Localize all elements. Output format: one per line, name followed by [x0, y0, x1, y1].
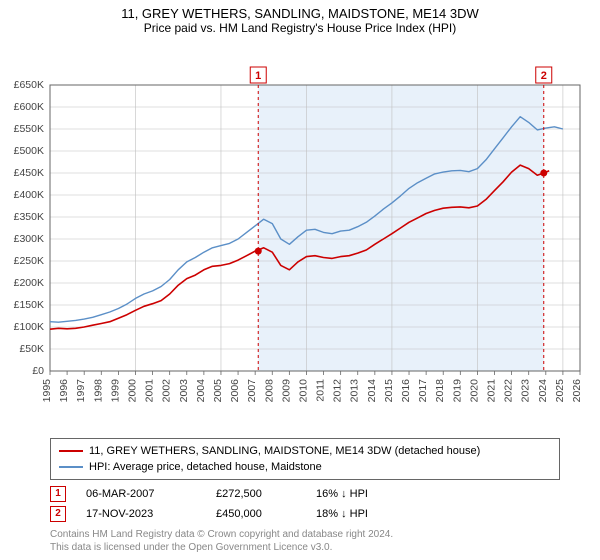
- svg-text:2015: 2015: [383, 379, 395, 403]
- svg-text:2013: 2013: [349, 379, 361, 403]
- svg-text:2014: 2014: [366, 379, 378, 403]
- legend-row-hpi: HPI: Average price, detached house, Maid…: [59, 459, 551, 475]
- svg-text:2001: 2001: [144, 379, 156, 403]
- attribution-line2: This data is licensed under the Open Gov…: [50, 541, 560, 554]
- svg-text:2020: 2020: [468, 379, 480, 403]
- svg-text:£600K: £600K: [14, 101, 44, 113]
- svg-text:2026: 2026: [571, 379, 583, 403]
- svg-text:1998: 1998: [92, 379, 104, 403]
- svg-text:2011: 2011: [315, 379, 327, 402]
- marker-date-1: 06-MAR-2007: [86, 484, 196, 504]
- svg-text:2024: 2024: [537, 379, 549, 403]
- svg-text:2010: 2010: [297, 379, 309, 403]
- svg-text:£250K: £250K: [14, 255, 44, 267]
- svg-text:2006: 2006: [229, 379, 241, 403]
- svg-text:2016: 2016: [400, 379, 412, 403]
- legend: 11, GREY WETHERS, SANDLING, MAIDSTONE, M…: [50, 438, 560, 480]
- marker-badge-2: 2: [50, 506, 66, 522]
- svg-text:£550K: £550K: [14, 123, 44, 135]
- svg-text:2003: 2003: [178, 379, 190, 403]
- svg-text:2: 2: [541, 70, 547, 82]
- svg-text:2004: 2004: [195, 379, 207, 403]
- legend-label-hpi: HPI: Average price, detached house, Maid…: [89, 459, 322, 475]
- legend-swatch-hpi: [59, 466, 83, 468]
- svg-text:2005: 2005: [212, 379, 224, 403]
- marker-price-1: £272,500: [216, 484, 296, 504]
- svg-text:£400K: £400K: [14, 189, 44, 201]
- marker-table: 1 06-MAR-2007 £272,500 16% ↓ HPI 2 17-NO…: [50, 484, 560, 524]
- svg-text:1997: 1997: [75, 379, 87, 403]
- marker-delta-2: 18% ↓ HPI: [316, 504, 406, 524]
- svg-text:£500K: £500K: [14, 145, 44, 157]
- svg-text:2000: 2000: [126, 379, 138, 403]
- svg-text:2023: 2023: [520, 379, 532, 403]
- svg-text:£50K: £50K: [19, 343, 44, 355]
- legend-row-property: 11, GREY WETHERS, SANDLING, MAIDSTONE, M…: [59, 443, 551, 459]
- svg-text:£450K: £450K: [14, 167, 44, 179]
- marker-row-1: 1 06-MAR-2007 £272,500 16% ↓ HPI: [50, 484, 560, 504]
- svg-text:1996: 1996: [58, 379, 70, 403]
- svg-text:2017: 2017: [417, 379, 429, 403]
- price-chart: £0 £50K £100K £150K £200K £250K £300K £350K £400…: [0, 39, 600, 427]
- legend-swatch-property: [59, 450, 83, 452]
- svg-text:2009: 2009: [280, 379, 292, 403]
- svg-text:2018: 2018: [434, 379, 446, 403]
- svg-text:2021: 2021: [486, 379, 498, 403]
- legend-label-property: 11, GREY WETHERS, SANDLING, MAIDSTONE, M…: [89, 443, 480, 459]
- attribution-line1: Contains HM Land Registry data © Crown c…: [50, 528, 560, 541]
- svg-text:2012: 2012: [332, 379, 344, 403]
- attribution: Contains HM Land Registry data © Crown c…: [50, 528, 560, 554]
- svg-text:1999: 1999: [109, 379, 121, 403]
- svg-text:£0: £0: [32, 365, 44, 377]
- svg-text:2022: 2022: [503, 379, 515, 403]
- svg-text:£650K: £650K: [14, 79, 44, 91]
- page-subtitle: Price paid vs. HM Land Registry's House …: [0, 21, 600, 35]
- svg-text:1: 1: [255, 70, 261, 82]
- svg-text:2019: 2019: [451, 379, 463, 403]
- svg-text:£150K: £150K: [14, 299, 44, 311]
- marker-price-2: £450,000: [216, 504, 296, 524]
- svg-text:£200K: £200K: [14, 277, 44, 289]
- svg-text:2008: 2008: [263, 379, 275, 403]
- svg-text:£100K: £100K: [14, 321, 44, 333]
- marker-badge-1: 1: [50, 486, 66, 502]
- page-title: 11, GREY WETHERS, SANDLING, MAIDSTONE, M…: [0, 0, 600, 21]
- svg-text:1995: 1995: [41, 379, 53, 403]
- marker-delta-1: 16% ↓ HPI: [316, 484, 406, 504]
- svg-text:2025: 2025: [554, 379, 566, 403]
- svg-text:£300K: £300K: [14, 233, 44, 245]
- svg-text:£350K: £350K: [14, 211, 44, 223]
- svg-text:2002: 2002: [161, 379, 173, 403]
- marker-row-2: 2 17-NOV-2023 £450,000 18% ↓ HPI: [50, 504, 560, 524]
- svg-text:2007: 2007: [246, 379, 258, 403]
- marker-date-2: 17-NOV-2023: [86, 504, 196, 524]
